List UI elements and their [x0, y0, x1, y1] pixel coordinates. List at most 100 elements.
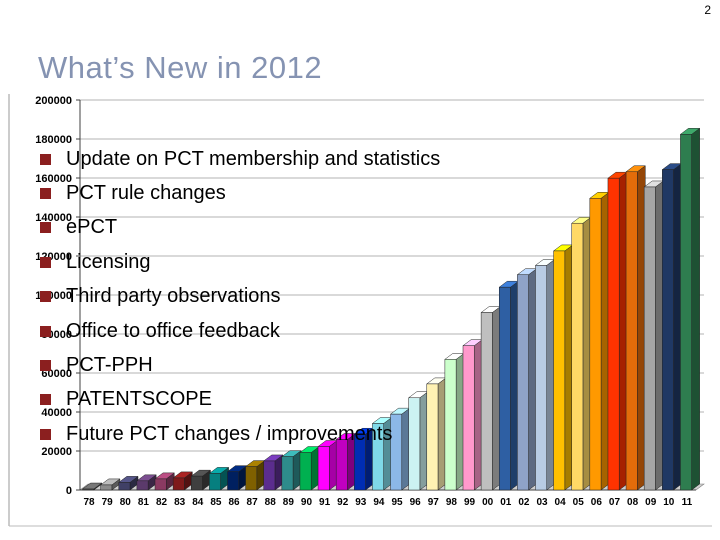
x-tick-label: 06 — [591, 497, 603, 508]
chart-bar — [679, 127, 701, 491]
chart-bar — [462, 339, 483, 491]
chart-bar — [607, 171, 628, 491]
chart-bar — [335, 432, 357, 491]
chart-bar — [389, 407, 411, 491]
chart-bar — [516, 268, 538, 491]
x-tick-label: 99 — [464, 497, 476, 508]
bullet-square-icon — [40, 188, 51, 200]
chart-bar — [226, 465, 248, 491]
x-tick-label: 01 — [500, 497, 512, 508]
bullet-text: Office to office feedback — [66, 319, 280, 342]
x-tick-label: 00 — [482, 497, 494, 508]
bullet-text: ePCT — [66, 216, 118, 239]
x-tick-label: 10 — [663, 497, 675, 508]
bullet-text: PCT rule changes — [66, 182, 226, 205]
bullet-text: Third party observations — [66, 285, 281, 308]
x-tick-label: 92 — [337, 497, 349, 508]
bullet-text: PCT-PPH — [66, 354, 153, 377]
chart-bar — [480, 306, 502, 491]
x-tick-label: 82 — [156, 497, 168, 508]
chart-bar — [371, 417, 393, 491]
x-tick-label: 09 — [645, 497, 657, 508]
x-tick-label: 84 — [192, 497, 204, 508]
bullet-item: Licensing — [40, 245, 440, 279]
chart-bar — [444, 352, 465, 491]
chart-bar — [570, 216, 592, 491]
chart-bar — [262, 454, 284, 491]
x-tick-label: 80 — [120, 497, 132, 508]
chart-bar — [317, 440, 339, 491]
x-tick-label: 94 — [373, 497, 385, 508]
chart-bar — [498, 280, 520, 491]
y-tick-label: 200000 — [35, 95, 72, 107]
bullet-text: Update on PCT membership and statistics — [66, 147, 441, 170]
chart-bar — [625, 165, 647, 491]
bullet-item: Future PCT changes / improvements — [40, 417, 440, 451]
chart-bar — [299, 446, 320, 491]
chart-bar — [172, 471, 194, 491]
y-tick-label: 140000 — [35, 212, 72, 224]
x-tick-label: 97 — [428, 497, 440, 508]
page-number: 2 — [704, 3, 711, 17]
chart-bar — [99, 478, 121, 491]
bullet-square-icon — [40, 325, 51, 337]
x-tick-label: 05 — [573, 497, 585, 508]
chart-bar — [208, 466, 230, 491]
chart-bar — [534, 258, 556, 491]
bullet-list: Update on PCT membership and statistics … — [40, 142, 440, 452]
bullet-square-icon — [40, 360, 51, 372]
x-tick-label: 81 — [138, 497, 150, 508]
y-tick-label: 40000 — [41, 407, 72, 419]
x-tick-label: 87 — [247, 497, 259, 508]
pct-filings-bar-chart: 0200004000060000800001000001200001400001… — [8, 94, 712, 527]
bullet-item: Update on PCT membership and statistics — [40, 142, 440, 176]
x-tick-label: 91 — [319, 497, 331, 508]
x-tick-label: 88 — [265, 497, 277, 508]
x-tick-label: 83 — [174, 497, 186, 508]
x-tick-label: 96 — [410, 497, 422, 508]
chart-bar — [407, 391, 429, 491]
bullet-item: PCT rule changes — [40, 176, 440, 210]
bullet-text: Licensing — [66, 250, 151, 273]
x-tick-label: 02 — [518, 497, 530, 508]
x-tick-label: 93 — [355, 497, 367, 508]
x-tick-label: 11 — [682, 497, 693, 508]
x-tick-label: 98 — [446, 497, 458, 508]
y-tick-label: 0 — [66, 485, 72, 497]
x-tick-label: 85 — [210, 497, 222, 508]
bullet-item: Office to office feedback — [40, 314, 440, 348]
bullet-item: ePCT — [40, 211, 440, 245]
x-tick-label: 08 — [627, 497, 639, 508]
bullet-square-icon — [40, 291, 51, 303]
chart-bar — [589, 191, 610, 491]
slide-title: What’s New in 2012 — [38, 50, 323, 85]
chart-bar — [118, 475, 139, 491]
chart-bar — [281, 450, 302, 491]
bullet-item: Third party observations — [40, 280, 440, 314]
x-tick-label: 03 — [536, 497, 548, 508]
y-tick-label: 20000 — [41, 446, 72, 458]
chart-bar — [154, 472, 175, 491]
bullet-item: PATENTSCOPE — [40, 383, 440, 417]
chart-bar — [661, 163, 683, 491]
x-tick-label: 04 — [555, 497, 567, 508]
x-tick-label: 90 — [301, 497, 313, 508]
x-tick-label: 89 — [283, 497, 295, 508]
chart-bar — [81, 482, 103, 491]
x-tick-label: 95 — [391, 497, 403, 508]
x-tick-label: 86 — [228, 497, 240, 508]
bullet-square-icon — [40, 222, 51, 234]
bullet-item: PCT-PPH — [40, 348, 440, 382]
x-tick-label: 78 — [83, 497, 95, 508]
bullet-square-icon — [40, 153, 51, 165]
chart-bar — [643, 180, 665, 491]
bullet-square-icon — [40, 394, 51, 406]
y-tick-label: 160000 — [35, 173, 72, 185]
bullet-square-icon — [40, 428, 51, 440]
chart-bar — [190, 469, 212, 491]
x-tick-label: 79 — [102, 497, 114, 508]
x-tick-label: 07 — [609, 497, 621, 508]
bullet-text: Future PCT changes / improvements — [66, 422, 393, 445]
bullet-square-icon — [40, 256, 51, 268]
